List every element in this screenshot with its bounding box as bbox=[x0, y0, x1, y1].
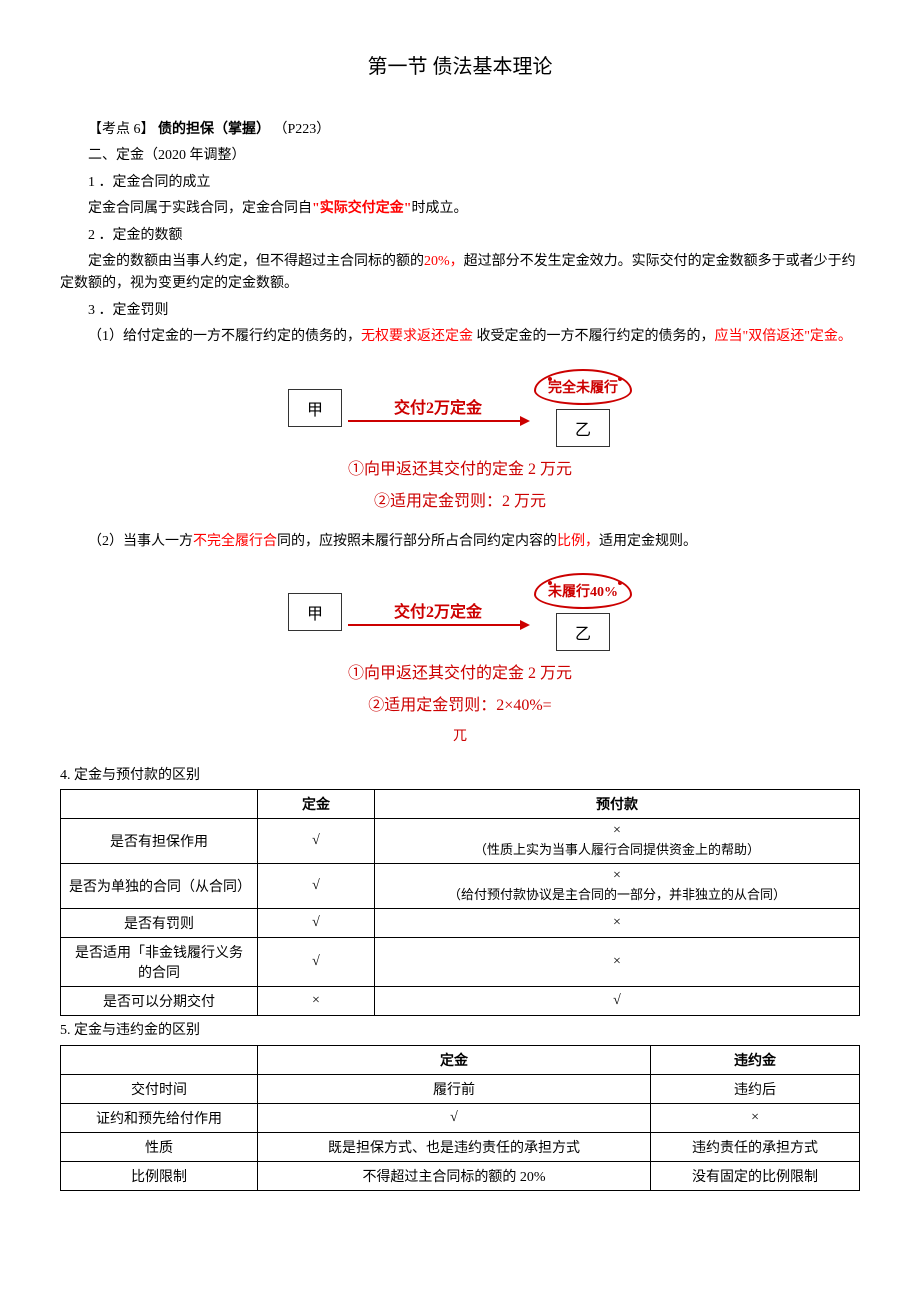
p4-c: 同的，应按照未履行部分所占合同约定内容的 bbox=[277, 534, 557, 549]
p3-num: 3 ．定金罚则 bbox=[60, 300, 860, 322]
t1-h1: 定金 bbox=[258, 790, 375, 819]
t1-r2-label: 是否有罚则 bbox=[61, 909, 258, 938]
diagram1-cloud: 完全未履行 bbox=[534, 369, 632, 405]
p3-body: （1）给付定金的一方不履行约定的债务的，无权要求返还定金 收受定金的一方不履行约… bbox=[60, 326, 860, 348]
table-row: 是否为单独的合同（从合同） √ ×（给付预付款协议是主合同的一部分，并非独立的从… bbox=[61, 864, 860, 909]
diagram1-result-1: ①向甲返还其交付的定金 2 万元 bbox=[60, 455, 860, 479]
heading-main: 债的担保（掌握） bbox=[158, 122, 270, 137]
t2-r3-label: 比例限制 bbox=[61, 1161, 258, 1190]
table-row: 是否可以分期交付 × √ bbox=[61, 987, 860, 1016]
p2-body: 定金的数额由当事人约定，但不得超过主合同标的额的20%，超过部分不发生定金效力。… bbox=[60, 251, 860, 296]
diagram1-arrow-label: 交付2万定金 bbox=[394, 394, 482, 418]
t2-r2-c2: 违约责任的承担方式 bbox=[651, 1132, 860, 1161]
t1-r2-c1: √ bbox=[258, 909, 375, 938]
section-4-title: 4. 定金与预付款的区别 bbox=[60, 765, 860, 787]
p2-num: 2 ．定金的数额 bbox=[60, 225, 860, 247]
t1-r4-c1: × bbox=[258, 987, 375, 1016]
t2-r3-c2: 没有固定的比例限制 bbox=[651, 1161, 860, 1190]
table-row: 交付时间 履行前 违约后 bbox=[61, 1074, 860, 1103]
t2-r1-label: 证约和预先给付作用 bbox=[61, 1103, 258, 1132]
t2-h1: 定金 bbox=[258, 1045, 651, 1074]
diagram1-left-node: 甲 bbox=[288, 389, 342, 427]
diagram2-left-node: 甲 bbox=[288, 593, 342, 631]
diagram2-arrow: 交付2万定金 bbox=[348, 598, 528, 626]
diagram2-arrow-label: 交付2万定金 bbox=[394, 598, 482, 622]
table-row: 是否有罚则 √ × bbox=[61, 909, 860, 938]
table-row: 性质 既是担保方式、也是违约责任的承担方式 违约责任的承担方式 bbox=[61, 1132, 860, 1161]
diagram-2: 甲 交付2万定金 未履行40% 乙 ①向甲返还其交付的定金 2 万元 ②适用定金… bbox=[60, 573, 860, 745]
t1-r0-label: 是否有担保作用 bbox=[61, 819, 258, 864]
t1-r4-c2: √ bbox=[375, 987, 860, 1016]
t2-r2-c1: 既是担保方式、也是违约责任的承担方式 bbox=[258, 1132, 651, 1161]
p2-b: 20%， bbox=[424, 254, 464, 269]
t1-r1-label: 是否为单独的合同（从合同） bbox=[61, 864, 258, 909]
t2-r0-label: 交付时间 bbox=[61, 1074, 258, 1103]
p1-c: 时成立。 bbox=[412, 201, 468, 216]
p4-d: 比例， bbox=[557, 534, 599, 549]
t2-h2: 违约金 bbox=[651, 1045, 860, 1074]
t1-h2: 预付款 bbox=[375, 790, 860, 819]
t2-h0 bbox=[61, 1045, 258, 1074]
t1-r1-c1: √ bbox=[258, 864, 375, 909]
t1-h0 bbox=[61, 790, 258, 819]
arrow-icon bbox=[348, 624, 528, 626]
table-row: 定金 预付款 bbox=[61, 790, 860, 819]
p1-body: 定金合同属于实践合同，定金合同自"实际交付定金"时成立。 bbox=[60, 198, 860, 220]
p1-b: "实际交付定金" bbox=[312, 201, 412, 216]
t2-r3-c1: 不得超过主合同标的额的 20% bbox=[258, 1161, 651, 1190]
t1-r4-label: 是否可以分期交付 bbox=[61, 987, 258, 1016]
p1-a: 定金合同属于实践合同，定金合同自 bbox=[88, 201, 312, 216]
t1-r2-c2: × bbox=[375, 909, 860, 938]
section-2-title: 二、定金（2020 年调整） bbox=[60, 145, 860, 167]
heading-prefix: 【考点 6】 bbox=[88, 122, 155, 137]
page-title: 第一节 债法基本理论 bbox=[60, 50, 860, 79]
p2-a: 定金的数额由当事人约定，但不得超过主合同标的额的 bbox=[88, 254, 424, 269]
p4-body: （2）当事人一方不完全履行合同的，应按照未履行部分所占合同约定内容的比例，适用定… bbox=[60, 531, 860, 553]
p4-a: （2）当事人一方 bbox=[88, 534, 193, 549]
heading-line: 【考点 6】 债的担保（掌握） （P223） bbox=[60, 119, 860, 141]
t2-r1-c1: √ bbox=[258, 1103, 651, 1132]
arrow-icon bbox=[348, 420, 528, 422]
table-row: 是否适用「非金钱履行义务的合同 √ × bbox=[61, 938, 860, 987]
diagram2-result-2: ②适用定金罚则：2×40%= bbox=[60, 691, 860, 715]
p3-a: （1）给付定金的一方不履行约定的债务的， bbox=[88, 329, 361, 344]
p3-b: 无权要求返还定金 bbox=[361, 329, 473, 344]
t1-r0-c2: ×（性质上实为当事人履行合同提供资金上的帮助） bbox=[375, 819, 860, 864]
t1-r3-c1: √ bbox=[258, 938, 375, 987]
heading-page: （P223） bbox=[274, 122, 331, 137]
diagram1-arrow: 交付2万定金 bbox=[348, 394, 528, 422]
p4-b: 不完全履行合 bbox=[193, 534, 277, 549]
p1-num: 1 ．定金合同的成立 bbox=[60, 172, 860, 194]
diagram1-right-node: 乙 bbox=[556, 409, 610, 447]
diagram2-right-node: 乙 bbox=[556, 613, 610, 651]
diagram1-result-2: ②适用定金罚则：2 万元 bbox=[60, 487, 860, 511]
table-2: 定金 违约金 交付时间 履行前 违约后 证约和预先给付作用 √ × 性质 既是担… bbox=[60, 1045, 860, 1191]
t1-r3-label: 是否适用「非金钱履行义务的合同 bbox=[61, 938, 258, 987]
diagram2-result-1: ①向甲返还其交付的定金 2 万元 bbox=[60, 659, 860, 683]
t2-r0-c1: 履行前 bbox=[258, 1074, 651, 1103]
t1-r1-c2: ×（给付预付款协议是主合同的一部分，并非独立的从合同） bbox=[375, 864, 860, 909]
p3-d: 应当"双倍返还"定金。 bbox=[715, 329, 852, 344]
p3-c: 收受定金的一方不履行约定的债务的， bbox=[473, 329, 715, 344]
table-row: 是否有担保作用 √ ×（性质上实为当事人履行合同提供资金上的帮助） bbox=[61, 819, 860, 864]
t1-r0-c1: √ bbox=[258, 819, 375, 864]
table-1: 定金 预付款 是否有担保作用 √ ×（性质上实为当事人履行合同提供资金上的帮助）… bbox=[60, 789, 860, 1016]
diagram2-cloud: 未履行40% bbox=[534, 573, 632, 609]
t1-r3-c2: × bbox=[375, 938, 860, 987]
table-row: 比例限制 不得超过主合同标的额的 20% 没有固定的比例限制 bbox=[61, 1161, 860, 1190]
section-5-title: 5. 定金与违约金的区别 bbox=[60, 1020, 860, 1042]
t2-r2-label: 性质 bbox=[61, 1132, 258, 1161]
table-row: 证约和预先给付作用 √ × bbox=[61, 1103, 860, 1132]
diagram2-unit: 兀 bbox=[60, 725, 860, 745]
diagram-1: 甲 交付2万定金 完全未履行 乙 ①向甲返还其交付的定金 2 万元 ②适用定金罚… bbox=[60, 369, 860, 511]
table-row: 定金 违约金 bbox=[61, 1045, 860, 1074]
p4-e: 适用定金规则。 bbox=[599, 534, 697, 549]
t2-r1-c2: × bbox=[651, 1103, 860, 1132]
t2-r0-c2: 违约后 bbox=[651, 1074, 860, 1103]
